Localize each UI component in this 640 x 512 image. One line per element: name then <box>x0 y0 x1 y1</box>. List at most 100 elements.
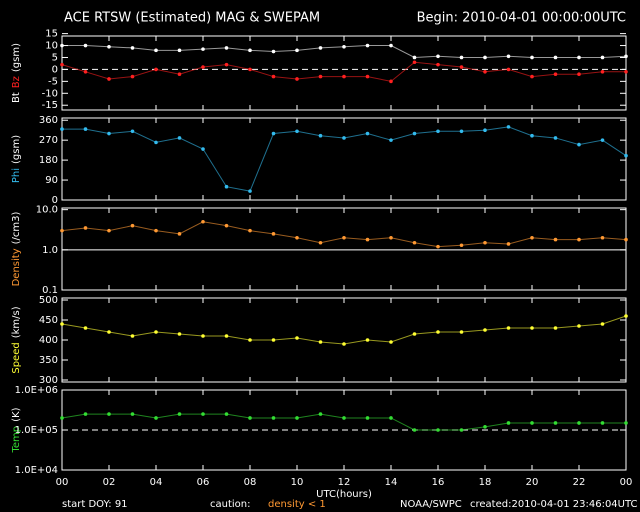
y-tick-label: 500 <box>39 295 58 306</box>
y-tick-label: 1.0E+05 <box>15 425 58 436</box>
data-point <box>130 46 135 50</box>
density-note: density < 1 <box>268 499 326 510</box>
data-point <box>389 79 393 84</box>
data-point <box>224 334 229 338</box>
y-tick-label: 0 <box>52 195 58 206</box>
data-point <box>60 127 64 131</box>
y-tick-label: 0 <box>52 64 58 75</box>
data-point <box>553 72 558 76</box>
data-point <box>624 153 628 158</box>
y-label-part: Bt <box>11 92 22 103</box>
data-point <box>177 136 182 140</box>
y-axis-label: Temp (K) <box>11 407 22 453</box>
data-point <box>365 43 370 48</box>
x-tick-label: 04 <box>150 477 163 488</box>
data-point <box>60 43 64 48</box>
y-label-part: Bz <box>11 76 22 88</box>
data-point <box>530 326 534 330</box>
data-point <box>577 324 581 328</box>
y-axis-label: Bt Bz (gsm) <box>11 43 22 103</box>
y-tick-label: -15 <box>42 100 58 111</box>
data-point <box>271 131 276 136</box>
data-point <box>412 428 417 432</box>
data-point <box>459 243 464 248</box>
data-point <box>553 421 558 425</box>
data-point <box>389 416 393 420</box>
data-point <box>412 131 417 136</box>
data-point <box>483 70 487 74</box>
data-point <box>130 223 135 228</box>
y-tick-label: 360 <box>39 115 58 126</box>
data-point <box>130 334 135 338</box>
caution: caution: <box>210 499 251 510</box>
start-doy: start DOY: 91 <box>62 499 128 510</box>
data-point <box>365 416 370 420</box>
data-point <box>436 244 440 249</box>
data-point <box>154 416 158 420</box>
data-point <box>271 232 276 236</box>
data-point <box>342 235 346 240</box>
y-label-part: (gsm) <box>11 135 22 164</box>
y-tick-label: 90 <box>45 175 58 186</box>
x-tick-label: 22 <box>573 477 586 488</box>
data-point <box>295 416 299 420</box>
x-tick-label: 18 <box>479 477 492 488</box>
data-point <box>83 70 88 74</box>
data-point <box>600 138 605 142</box>
data-point <box>342 44 346 49</box>
data-point <box>177 332 182 336</box>
data-point <box>130 74 135 79</box>
data-point <box>154 140 158 145</box>
data-point <box>224 412 229 416</box>
data-point <box>530 133 534 138</box>
data-point <box>365 131 370 136</box>
data-point <box>389 138 393 142</box>
x-tick-label: 02 <box>103 477 116 488</box>
data-point <box>624 314 628 318</box>
data-point <box>624 54 628 59</box>
data-point <box>60 62 64 67</box>
data-point <box>577 142 581 147</box>
data-point <box>530 55 534 60</box>
data-point <box>389 235 393 240</box>
data-point <box>365 338 370 342</box>
y-label-part: Temp <box>11 426 22 454</box>
data-point <box>224 46 229 50</box>
data-point <box>459 65 464 69</box>
series-line <box>61 61 626 82</box>
x-tick-label: 06 <box>197 477 210 488</box>
data-point <box>248 338 252 342</box>
data-point <box>130 129 135 134</box>
data-point <box>436 330 440 334</box>
data-point <box>248 189 252 193</box>
y-axis-label: Speed (km/s) <box>11 306 22 373</box>
data-point <box>624 70 628 74</box>
data-point <box>318 412 323 416</box>
data-point <box>412 240 417 245</box>
data-point <box>60 228 64 233</box>
data-point <box>201 412 205 416</box>
data-point <box>154 228 158 233</box>
data-point <box>248 67 252 72</box>
x-tick-label: 20 <box>526 477 539 488</box>
data-point <box>83 226 88 230</box>
data-point <box>389 43 393 48</box>
data-point <box>60 322 64 326</box>
data-point <box>412 55 417 60</box>
data-point <box>483 240 487 245</box>
data-point <box>107 131 111 136</box>
y-tick-label: 10 <box>45 41 58 52</box>
data-point <box>553 136 558 140</box>
x-tick-label: 12 <box>338 477 351 488</box>
data-point <box>107 228 111 233</box>
data-point <box>201 334 205 338</box>
data-point <box>600 55 605 60</box>
data-point <box>271 416 276 420</box>
y-tick-label: 180 <box>39 155 58 166</box>
data-point <box>318 74 323 79</box>
data-point <box>248 48 252 53</box>
panel-frame <box>61 207 627 291</box>
data-point <box>295 235 299 240</box>
data-point <box>365 74 370 79</box>
data-point <box>506 125 511 129</box>
